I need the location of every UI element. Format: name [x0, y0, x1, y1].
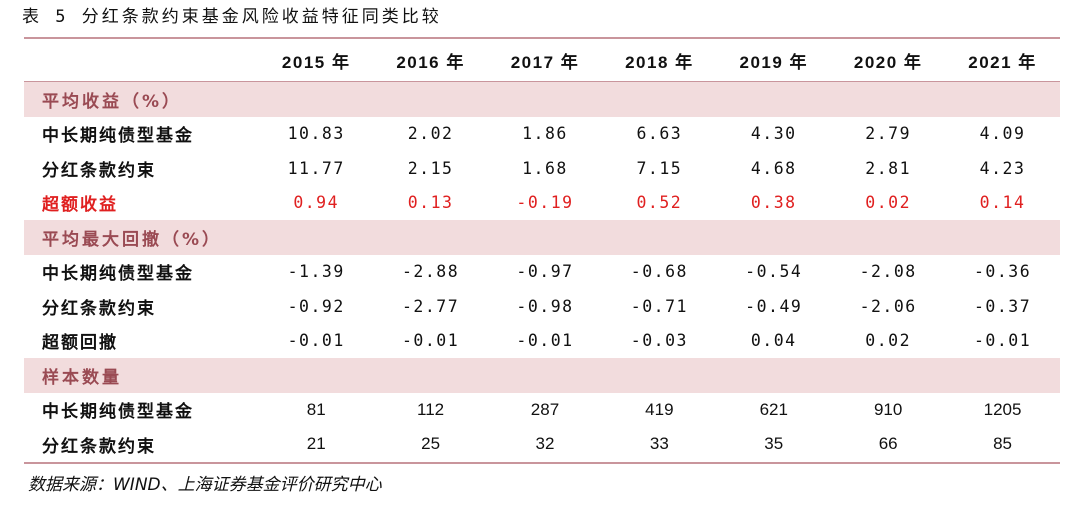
value-cell: 85 [993, 434, 1012, 454]
source-note: 数据来源：WIND、上海证券基金评价研究中心 [28, 475, 382, 495]
value-cell: 6.63 [636, 124, 683, 144]
value-cell: 1.86 [522, 124, 568, 144]
table-row: 超额收益 0.94 0.13 -0.19 0.52 0.38 0.02 0.14 [24, 186, 1060, 221]
value-cell: 4.30 [750, 124, 797, 144]
value-cell: -0.98 [516, 296, 574, 316]
row-label: 分红条款约束 [42, 160, 156, 181]
year-header: 2017 年 [510, 52, 580, 72]
table-row: 超额回撤 -0.01 -0.01 -0.01 -0.03 0.04 0.02 -0.01 [24, 324, 1060, 359]
value-cell: 1.68 [522, 158, 568, 178]
value-cell: 287 [530, 399, 560, 419]
value-cell: -2.08 [859, 262, 917, 282]
value-cell: 4.09 [979, 124, 1026, 144]
row-label: 中长期纯债型基金 [42, 126, 194, 147]
section-label: 平均最大回撤（%） [42, 229, 223, 250]
value-cell: 4.23 [979, 158, 1026, 178]
value-cell: -0.97 [516, 262, 574, 282]
value-cell: -0.68 [630, 262, 688, 282]
table-body: 平均收益（%） 中长期纯债型基金 10.83 2.02 1.86 6.63 4.30 2.79… [24, 82, 1060, 462]
row-label: 分红条款约束 [42, 436, 156, 457]
table-row: 中长期纯债型基金 81 112 287 419 621 910 1205 [24, 393, 1060, 428]
table-row: 分红条款约束 11.77 2.15 1.68 7.15 4.68 2.81 4.23 [24, 151, 1060, 186]
value-cell: -0.01 [287, 331, 345, 351]
value-cell: 419 [645, 399, 674, 419]
value-cell: -2.88 [402, 262, 460, 282]
value-cell: 32 [535, 434, 555, 454]
value-cell: 0.52 [636, 193, 683, 213]
section-label: 平均收益（%） [42, 91, 183, 112]
table-row: 中长期纯债型基金 10.83 2.02 1.86 6.63 4.30 2.79 4.09 [24, 117, 1060, 152]
value-cell: 35 [764, 434, 784, 454]
value-cell: 0.14 [979, 193, 1026, 213]
table-row: 分红条款约束 21 25 32 33 35 66 85 [24, 427, 1060, 462]
value-cell: 2.15 [407, 158, 454, 178]
value-cell: 10.83 [287, 124, 345, 144]
value-cell: 2.81 [865, 158, 912, 178]
value-cell: 2.02 [407, 124, 454, 144]
value-cell: 66 [878, 434, 898, 454]
value-cell: -0.01 [516, 331, 574, 351]
value-cell: 33 [649, 434, 669, 454]
table-row: 分红条款约束 -0.92 -2.77 -0.98 -0.71 -0.49 -2.06 -0.3… [24, 289, 1060, 324]
value-cell: 7.15 [636, 158, 683, 178]
value-cell: 0.04 [750, 331, 797, 351]
table-header-row: 2015 年 2016 年 2017 年 2018 年 2019 年 2020 … [24, 37, 1060, 82]
row-label: 中长期纯债型基金 [42, 402, 194, 423]
value-cell: -2.06 [859, 296, 917, 316]
year-header: 2018 年 [625, 52, 694, 72]
value-cell: -0.01 [402, 331, 460, 351]
section-header-row: 样本数量 [24, 358, 1060, 393]
value-cell: -0.92 [287, 296, 345, 316]
bottom-rule [24, 462, 1060, 464]
section-header-row: 平均最大回撤（%） [24, 220, 1060, 255]
value-cell: 11.77 [287, 158, 345, 178]
value-cell: 112 [417, 399, 445, 419]
year-header: 2015 年 [281, 52, 351, 72]
value-cell: 0.13 [407, 193, 454, 213]
value-cell: 910 [873, 399, 903, 419]
table-row: 中长期纯债型基金 -1.39 -2.88 -0.97 -0.68 -0.54 -2.08 -0… [24, 255, 1060, 290]
year-header: 2016 年 [396, 52, 465, 72]
table-title: 表 5 分红条款约束基金风险收益特征同类比较 [22, 7, 442, 27]
value-cell: -0.49 [745, 296, 803, 316]
value-cell: 0.94 [293, 193, 340, 213]
value-cell: 1205 [983, 399, 1022, 419]
value-cell: 0.02 [865, 193, 912, 213]
row-label: 超额收益 [42, 195, 118, 216]
value-cell: 621 [759, 399, 788, 419]
section-label: 样本数量 [42, 367, 122, 388]
value-cell: 0.02 [865, 331, 912, 351]
row-label: 分红条款约束 [42, 298, 156, 319]
value-cell: -0.36 [973, 262, 1032, 282]
year-header: 2019 年 [739, 52, 809, 72]
value-cell: 25 [421, 434, 441, 454]
year-header: 2021 年 [968, 52, 1037, 72]
value-cell: -0.19 [516, 193, 574, 213]
value-cell: -0.71 [630, 296, 688, 316]
comparison-table: 2015 年 2016 年 2017 年 2018 年 2019 年 2020 … [24, 37, 1060, 462]
value-cell: 0.38 [750, 193, 797, 213]
value-cell: 4.68 [750, 158, 797, 178]
row-label: 超额回撤 [42, 333, 118, 354]
value-cell: -0.37 [973, 296, 1032, 316]
value-cell: -2.77 [402, 296, 460, 316]
value-cell: 21 [306, 434, 326, 454]
section-header-row: 平均收益（%） [24, 82, 1060, 117]
row-label: 中长期纯债型基金 [42, 264, 194, 285]
value-cell: 81 [306, 399, 326, 419]
value-cell: -0.03 [630, 331, 688, 351]
value-cell: -0.01 [973, 331, 1032, 351]
year-header: 2020 年 [853, 52, 923, 72]
value-cell: -0.54 [745, 262, 803, 282]
value-cell: -1.39 [287, 262, 345, 282]
value-cell: 2.79 [865, 124, 912, 144]
